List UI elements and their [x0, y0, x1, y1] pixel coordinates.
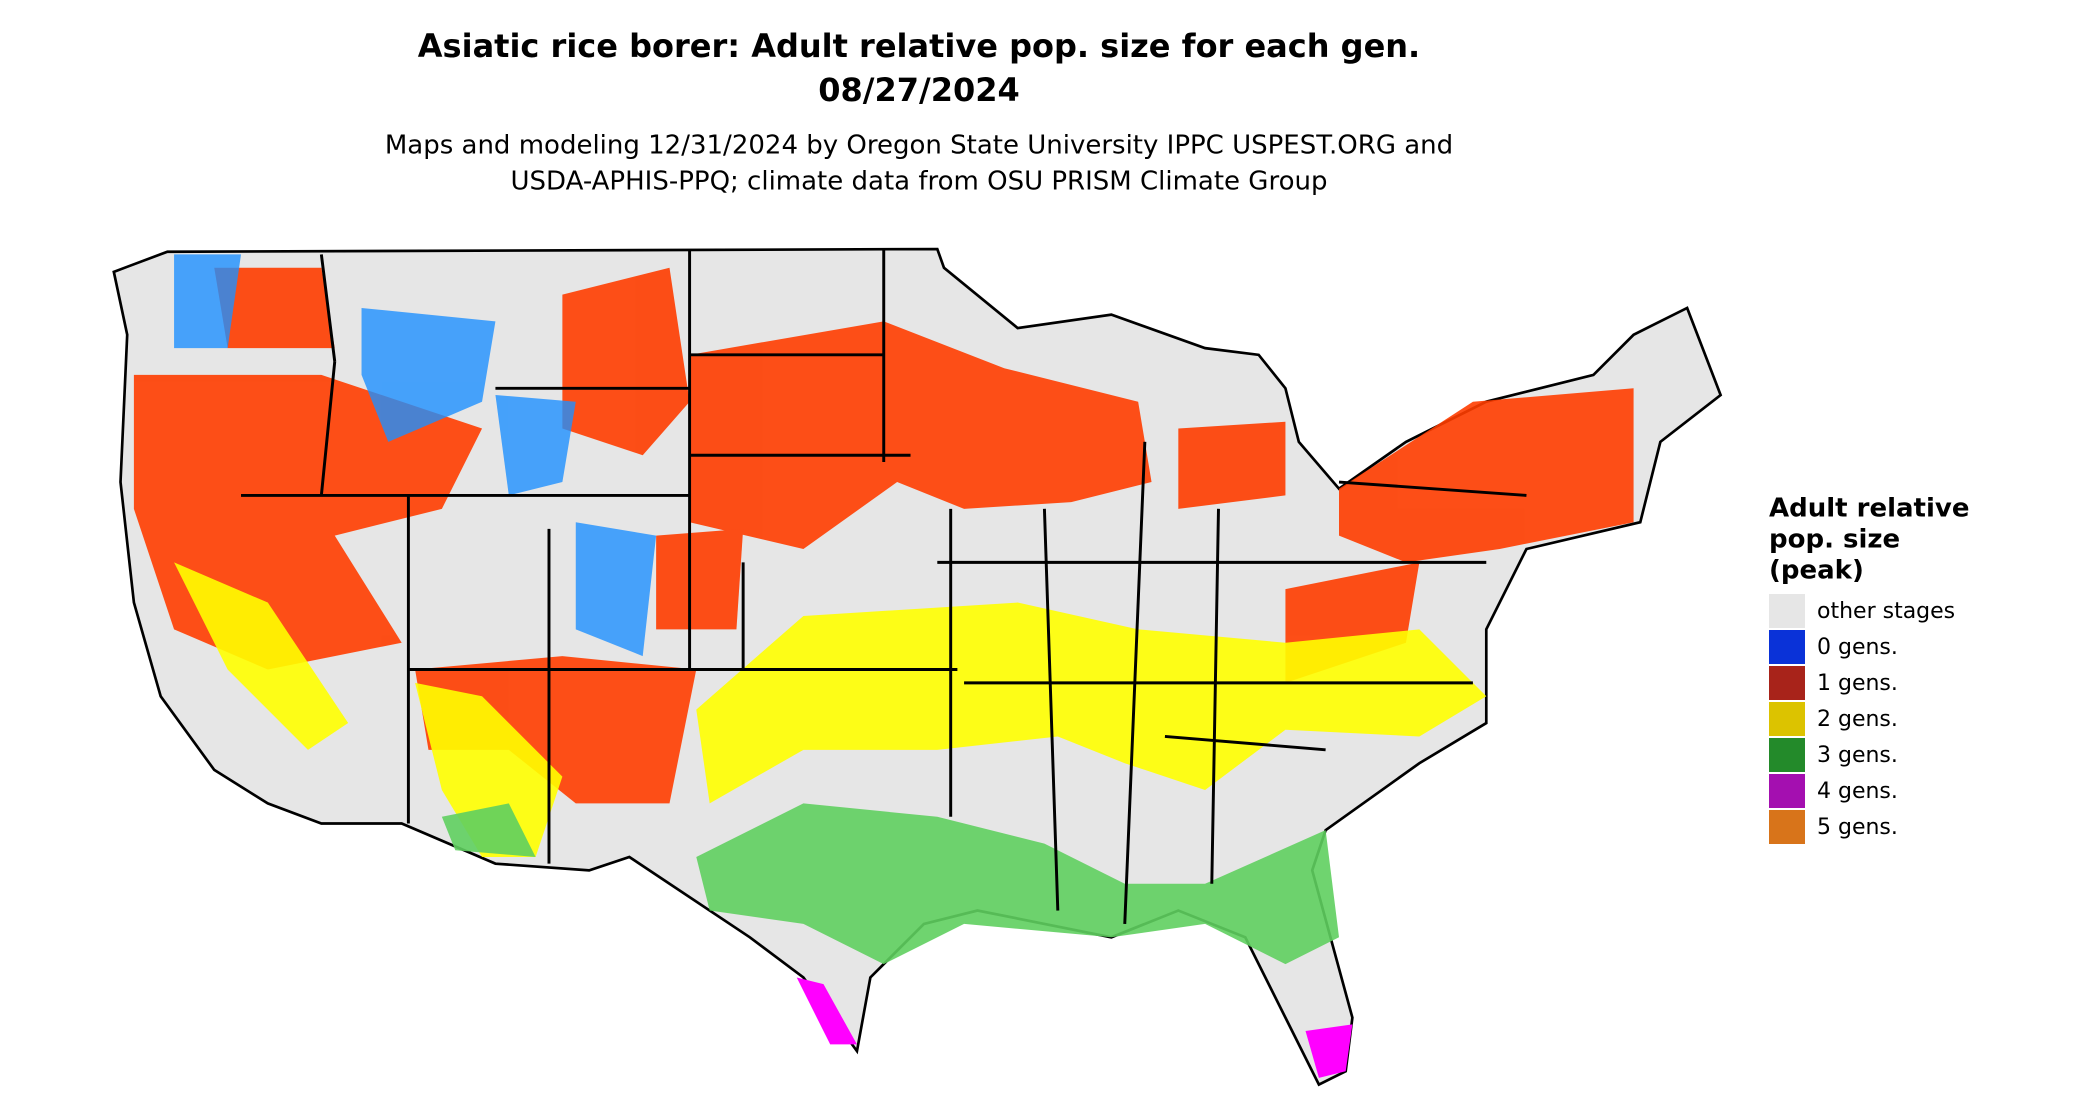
region-3gen: [441, 803, 1339, 965]
legend-title: Adult relative: [1769, 494, 1969, 524]
legend-title: pop. size: [1769, 525, 1900, 555]
title: Asiatic rice borer: Adult relative pop. …: [418, 27, 1420, 65]
legend-swatch: [1769, 594, 1805, 628]
region-1gen: [133, 267, 1634, 804]
legend-swatch: [1769, 810, 1805, 844]
legend-swatch: [1769, 774, 1805, 808]
legend-label: 2 gens.: [1817, 707, 1898, 732]
us-map: [112, 247, 1723, 1087]
legend-label: 0 gens.: [1817, 635, 1898, 660]
legend-swatch: [1769, 738, 1805, 772]
legend-swatch: [1769, 666, 1805, 700]
region-2gen: [174, 562, 1487, 857]
date: 08/27/2024: [818, 71, 1020, 109]
legend-label: 3 gens.: [1817, 743, 1898, 768]
legend-label: 5 gens.: [1817, 815, 1898, 840]
region-4gen: [796, 977, 1353, 1078]
legend-label: 1 gens.: [1817, 671, 1898, 696]
subtitle: Maps and modeling 12/31/2024 by Oregon S…: [385, 131, 1453, 161]
legend-label: 4 gens.: [1817, 779, 1898, 804]
legend-swatch: [1769, 702, 1805, 736]
legend-title: (peak): [1769, 556, 1864, 586]
legend-swatch: [1769, 630, 1805, 664]
region-0gen: [174, 254, 657, 657]
legend-label: other stages: [1817, 599, 1955, 624]
subtitle: USDA-APHIS-PPQ; climate data from OSU PR…: [511, 167, 1328, 197]
state-lines: [241, 249, 1527, 924]
